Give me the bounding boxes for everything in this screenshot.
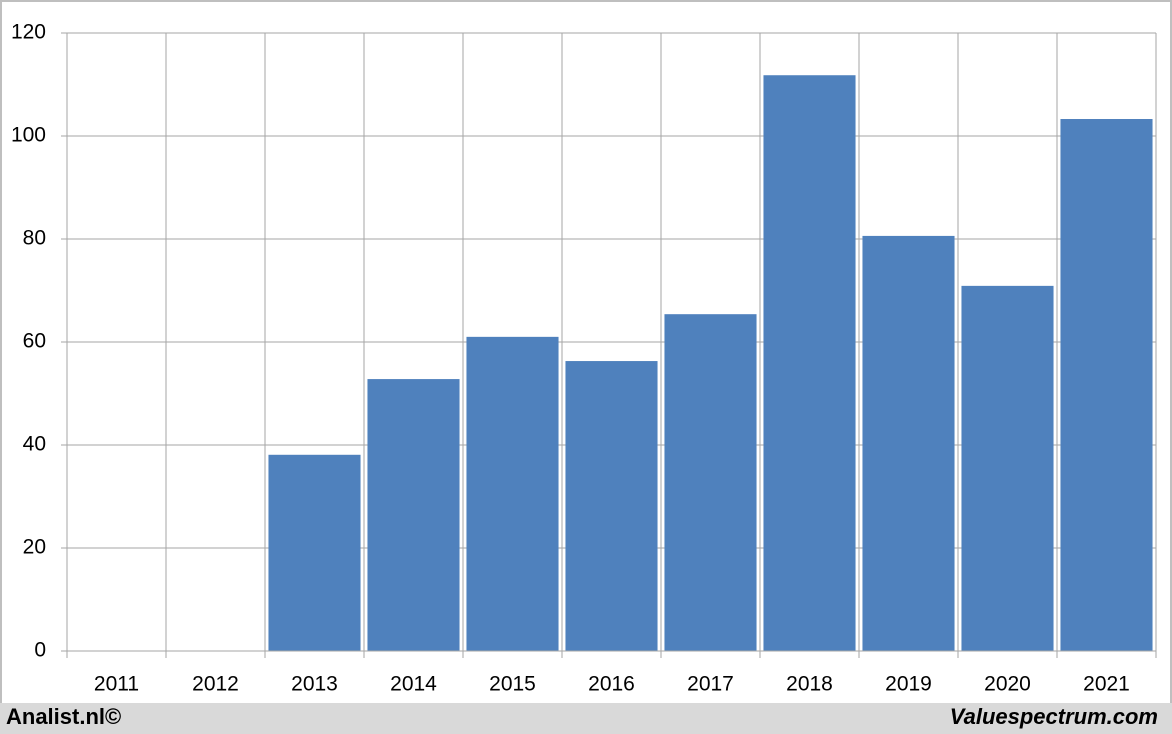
x-tick-label: 2017 [687, 673, 734, 696]
bar [466, 336, 559, 651]
footer-left: Analist.nl© [6, 704, 121, 729]
x-tick-label: 2016 [588, 673, 635, 696]
bar [664, 314, 757, 651]
x-tick-label: 2013 [291, 673, 338, 696]
y-tick-label: 20 [23, 536, 46, 559]
x-tick-label: 2014 [390, 673, 437, 696]
x-tick-label: 2019 [885, 673, 932, 696]
x-tick-label: 2020 [984, 673, 1031, 696]
x-tick-label: 2012 [192, 673, 239, 696]
bar [367, 379, 460, 651]
bar [862, 235, 955, 651]
footer-bar [0, 703, 1172, 734]
x-tick-label: 2018 [786, 673, 833, 696]
y-tick-label: 80 [23, 227, 46, 250]
bar [268, 454, 361, 651]
bar [1060, 119, 1153, 651]
y-tick-label: 60 [23, 330, 46, 353]
bar [565, 361, 658, 651]
y-tick-label: 120 [11, 21, 46, 44]
bar [961, 285, 1054, 651]
y-tick-label: 0 [34, 639, 46, 662]
x-tick-label: 2015 [489, 673, 536, 696]
y-tick-label: 40 [23, 433, 46, 456]
bar [763, 75, 856, 652]
y-tick-label: 100 [11, 124, 46, 147]
footer-right: Valuespectrum.com [950, 704, 1158, 729]
x-tick-label: 2021 [1083, 673, 1130, 696]
x-tick-label: 2011 [94, 673, 139, 696]
